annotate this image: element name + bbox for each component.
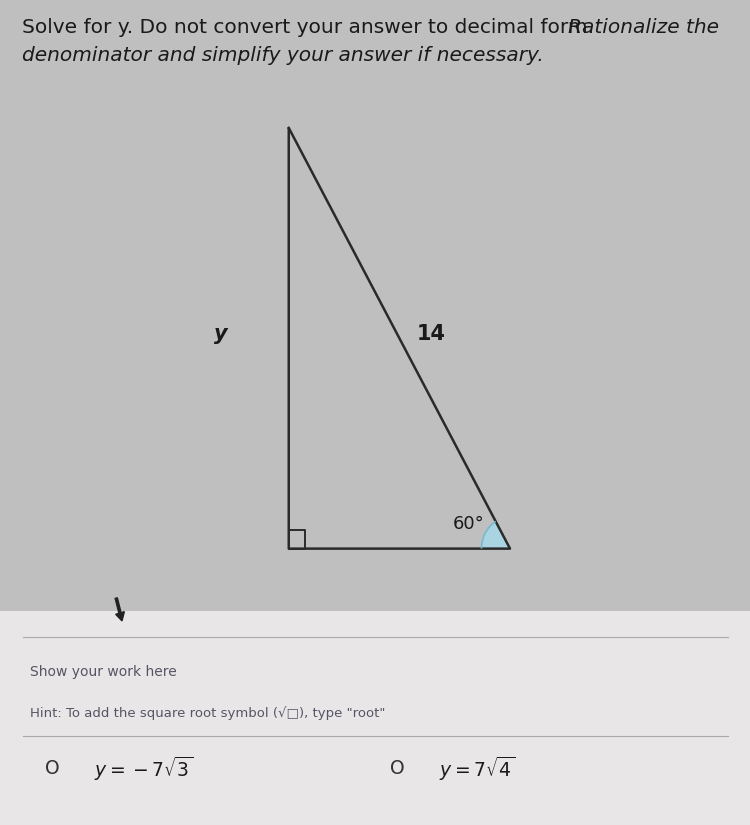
Text: Show your work here: Show your work here [30,666,177,679]
FancyArrow shape [116,598,124,621]
Text: O: O [45,759,60,779]
Text: $y = -7\sqrt{3}$: $y = -7\sqrt{3}$ [94,755,193,783]
Text: O: O [390,759,405,779]
Text: Hint: To add the square root symbol (√□), type "root": Hint: To add the square root symbol (√□)… [30,707,386,720]
Polygon shape [482,521,510,549]
Text: y: y [214,324,228,344]
Text: Solve for y. Do not convert your answer to decimal form.: Solve for y. Do not convert your answer … [22,18,601,37]
Text: 14: 14 [417,324,446,344]
Text: 60°: 60° [453,515,484,533]
Text: $y = 7\sqrt{4}$: $y = 7\sqrt{4}$ [439,755,515,783]
Text: Rationalize the: Rationalize the [568,18,719,37]
Text: denominator and simplify your answer if necessary.: denominator and simplify your answer if … [22,46,544,65]
FancyBboxPatch shape [0,610,750,825]
